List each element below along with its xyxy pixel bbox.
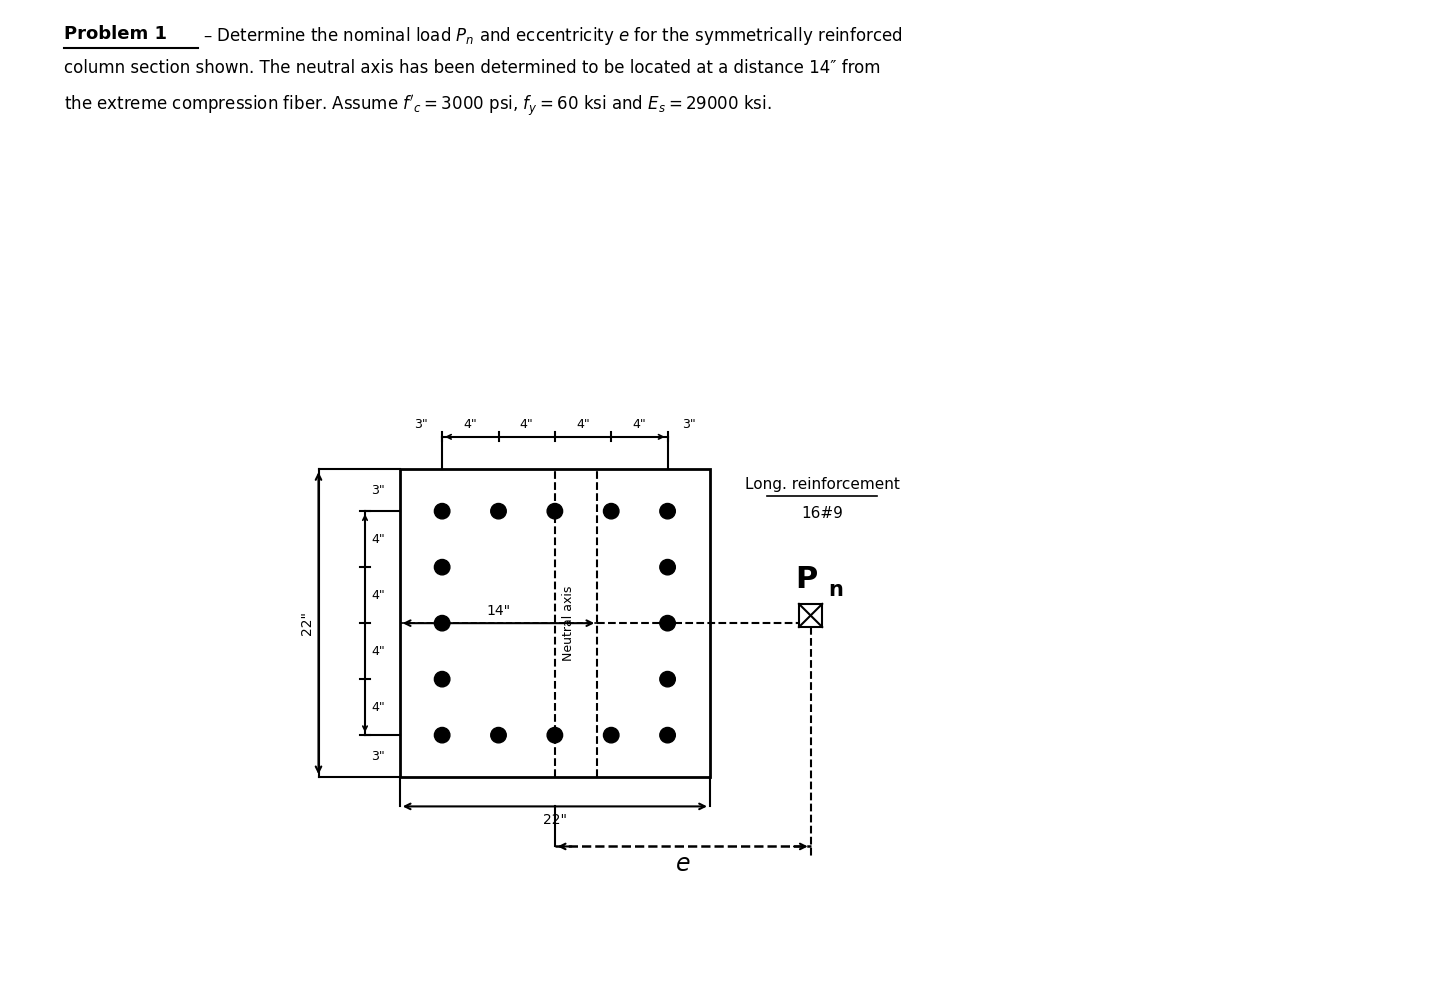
Text: 4": 4"	[371, 701, 385, 714]
Text: 22": 22"	[299, 611, 314, 636]
Circle shape	[434, 616, 450, 631]
Text: 4": 4"	[371, 644, 385, 657]
Text: – Determine the nominal load $P_n$ and eccentricity $e$ for the symmetrically re: – Determine the nominal load $P_n$ and e…	[198, 25, 902, 47]
Text: 4": 4"	[371, 533, 385, 545]
Text: $\mathbf{n}$: $\mathbf{n}$	[828, 580, 843, 600]
Circle shape	[660, 616, 676, 631]
Text: $\mathbf{P}$: $\mathbf{P}$	[795, 565, 818, 594]
Text: 3": 3"	[371, 749, 385, 762]
Text: Problem 1: Problem 1	[64, 25, 168, 43]
Circle shape	[547, 728, 563, 742]
Text: 22": 22"	[543, 814, 567, 828]
Circle shape	[547, 504, 563, 519]
Circle shape	[660, 559, 676, 575]
Text: 4": 4"	[576, 418, 590, 431]
Circle shape	[603, 728, 619, 742]
Text: the extreme compression fiber. Assume $f'_c = 3000$ psi, $f_y = 60$ ksi and $E_s: the extreme compression fiber. Assume $f…	[64, 94, 772, 119]
Circle shape	[434, 559, 450, 575]
Text: 3": 3"	[682, 418, 696, 431]
Text: 3": 3"	[414, 418, 428, 431]
Circle shape	[660, 504, 676, 519]
Text: Neutral axis: Neutral axis	[563, 585, 576, 661]
Text: 14": 14"	[487, 604, 511, 618]
Text: 4": 4"	[464, 418, 477, 431]
Text: 4": 4"	[520, 418, 534, 431]
Bar	[400, 469, 710, 777]
Circle shape	[491, 728, 507, 742]
Circle shape	[434, 671, 450, 687]
Circle shape	[434, 728, 450, 742]
Text: 16#9: 16#9	[802, 506, 843, 521]
Circle shape	[660, 671, 676, 687]
Text: Long. reinforcement: Long. reinforcement	[745, 477, 899, 492]
Text: 4": 4"	[633, 418, 646, 431]
Text: 4": 4"	[371, 589, 385, 602]
Circle shape	[434, 504, 450, 519]
Bar	[799, 604, 822, 627]
Circle shape	[603, 504, 619, 519]
Circle shape	[491, 504, 507, 519]
Circle shape	[660, 728, 676, 742]
Text: column section shown. The neutral axis has been determined to be located at a di: column section shown. The neutral axis h…	[64, 59, 881, 77]
Text: $e$: $e$	[674, 851, 690, 876]
Text: 3": 3"	[371, 484, 385, 497]
